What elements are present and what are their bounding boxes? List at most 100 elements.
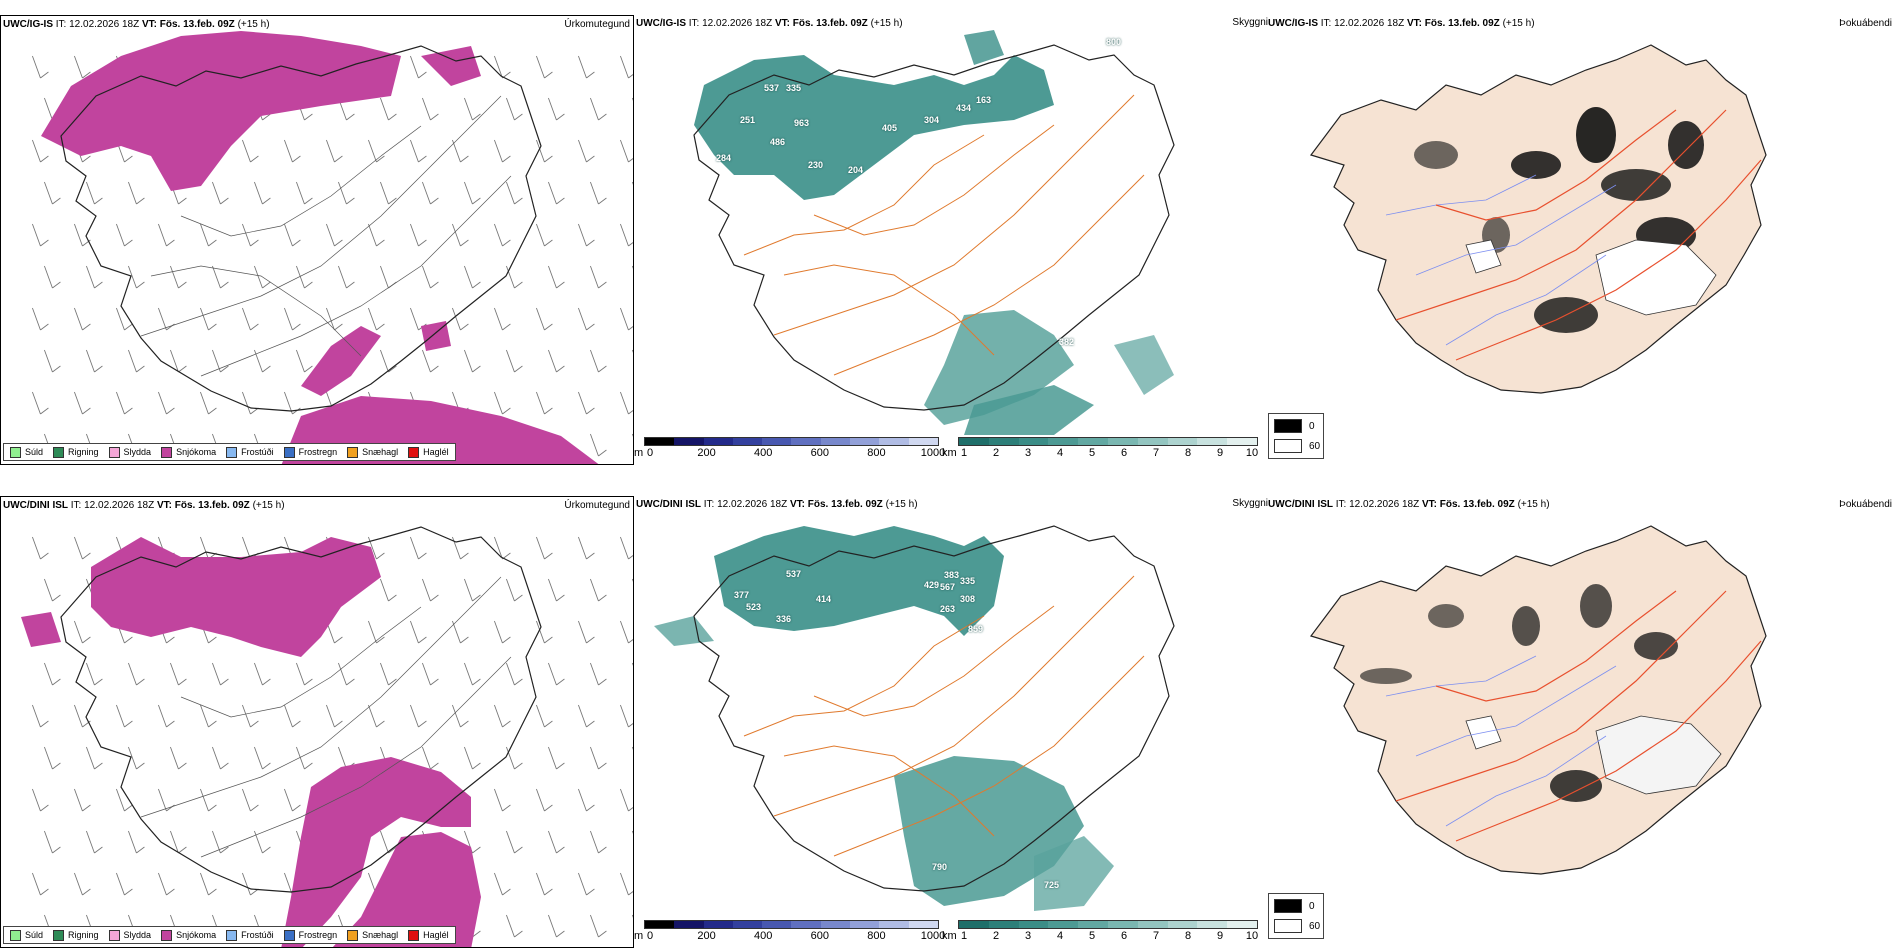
legend-label: Snæhagl xyxy=(362,447,399,457)
low-visibility-area xyxy=(1114,335,1174,395)
colorbar-tick: 3 xyxy=(1024,447,1032,459)
snow-area xyxy=(301,326,381,396)
snow-area xyxy=(281,757,471,947)
legend-label: Slydda xyxy=(123,930,152,940)
legend-swatch xyxy=(161,446,173,458)
colorbar-swatch xyxy=(1018,921,1049,928)
legend-item: Rigning xyxy=(53,929,99,941)
snow-depth-label: 336 xyxy=(776,614,792,624)
legend-label: Rigning xyxy=(68,447,99,457)
glacier xyxy=(1595,239,1717,316)
fog-patches xyxy=(1414,107,1704,333)
visibility-colorbar: km 1 2 3 4 5 6 7 8 9 10 xyxy=(942,437,1262,461)
vt-value: Fös. 13.feb. 09Z xyxy=(1439,499,1515,510)
legend-label: Snjókoma xyxy=(176,447,217,457)
cloud-key-top: 0 xyxy=(1309,420,1315,432)
it-value: 12.02.2026 18Z xyxy=(84,500,155,511)
colorbar-unit: km xyxy=(942,447,957,459)
colorbar-swatch xyxy=(791,921,821,928)
precip-legend: Súld Rigning Slydda Snjókoma Frostúði Fr… xyxy=(3,926,456,944)
it-value: 12.02.2026 18Z xyxy=(69,19,140,30)
snow-depth-label: 859 xyxy=(968,624,984,634)
low-visibility-area xyxy=(924,310,1074,425)
colorbar-tick: 400 xyxy=(754,930,773,942)
colorbar-swatch xyxy=(1137,438,1168,445)
lead-time: (+15 h) xyxy=(252,500,285,511)
snow-depth-label: 537 xyxy=(786,569,802,579)
legend-swatch xyxy=(53,929,65,941)
it-value: 12.02.2026 18Z xyxy=(1349,499,1420,510)
colorbar-swatch xyxy=(988,438,1019,445)
panel-title: UWC/IG-IS IT: 12.02.2026 18Z VT: Fös. 13… xyxy=(3,19,270,30)
colorbar-swatch xyxy=(850,921,880,928)
legend-item: Rigning xyxy=(53,446,99,458)
colorbar-tick: 10 xyxy=(1245,447,1259,459)
colorbar-tick: 0 xyxy=(646,930,654,942)
roads xyxy=(140,576,512,858)
snow-area xyxy=(41,31,401,191)
legend-label: Snjókoma xyxy=(176,930,217,940)
legend-swatch xyxy=(347,929,359,941)
legend-swatch xyxy=(108,929,120,941)
legend-item: Frostregn xyxy=(283,446,337,458)
colorbar-tick: 800 xyxy=(867,447,886,459)
colorbar-tick: 8 xyxy=(1184,930,1192,942)
model-name: UWC/IG-IS xyxy=(1268,18,1318,29)
fog-map xyxy=(1310,525,1767,875)
snow-depth-label: 405 xyxy=(882,123,898,133)
roads xyxy=(743,94,1145,376)
model-name: UWC/DINI ISL xyxy=(1268,499,1333,510)
legend-swatch xyxy=(283,446,295,458)
colorbar-swatch xyxy=(791,438,821,445)
legend-item: Snæhagl xyxy=(347,929,398,941)
snow-area xyxy=(91,537,381,657)
vt-value: Fös. 13.feb. 09Z xyxy=(807,499,883,510)
fog-label: Þokuábendi xyxy=(1839,499,1892,510)
visibility-bar xyxy=(958,920,1258,929)
colorbar-swatch xyxy=(879,921,909,928)
colorbar-tick: 10 xyxy=(1245,930,1259,942)
low-visibility-area xyxy=(694,55,1054,200)
legend-item: Snjókoma xyxy=(161,929,217,941)
colorbar-tick: 400 xyxy=(754,447,773,459)
legend-item: Frostúði xyxy=(226,929,274,941)
legend-swatch xyxy=(408,446,420,458)
colorbar-swatch xyxy=(674,438,704,445)
it-label: IT: xyxy=(1320,18,1332,29)
colorbar-swatch xyxy=(959,921,989,928)
legend-label: Haglél xyxy=(423,447,449,457)
colorbar-swatch xyxy=(908,921,938,928)
snow-depth-label: 567 xyxy=(940,582,956,592)
visibility-label: Skyggni xyxy=(1232,498,1268,509)
lead-time: (+15 h) xyxy=(885,499,918,510)
colorbar-swatch xyxy=(645,921,675,928)
snow-depth-label: 382 xyxy=(1059,337,1075,347)
colorbar-tick: 1000 xyxy=(920,447,946,459)
colorbar-swatch xyxy=(1197,921,1228,928)
lead-time: (+15 h) xyxy=(1502,18,1535,29)
snow-depth-label: 230 xyxy=(808,160,824,170)
legend-item: Slydda xyxy=(108,446,151,458)
visibility-label: Skyggni xyxy=(1232,17,1268,28)
snow-depth-colorbar: m 0 200 400 600 800 1000 xyxy=(634,437,946,461)
legend-label: Súld xyxy=(25,930,44,940)
snow-depth-label: 383 xyxy=(944,570,960,580)
colorbar-swatch xyxy=(879,438,909,445)
snow-depth-bar xyxy=(644,437,939,446)
lead-time: (+15 h) xyxy=(237,19,270,30)
vt-value: Fös. 13.feb. 09Z xyxy=(159,19,235,30)
rivers xyxy=(1385,174,1617,346)
cloud-cover-key-row2: 0 60 xyxy=(1268,893,1324,939)
colorbar-tick: 1000 xyxy=(920,930,946,942)
colorbar-swatch xyxy=(820,438,851,445)
precip-type-map xyxy=(32,31,633,464)
colorbar-tick: 1 xyxy=(960,447,968,459)
colorbar-swatch xyxy=(762,438,792,445)
visibility-map xyxy=(693,30,1175,435)
precip-type-label: Úrkomutegund xyxy=(564,19,630,30)
legend-item: Snjókoma xyxy=(161,446,217,458)
colorbar-swatch xyxy=(674,921,704,928)
snow-depth-label: 790 xyxy=(932,862,948,872)
snow-depth-label: 251 xyxy=(740,115,756,125)
lead-time: (+15 h) xyxy=(1517,499,1550,510)
